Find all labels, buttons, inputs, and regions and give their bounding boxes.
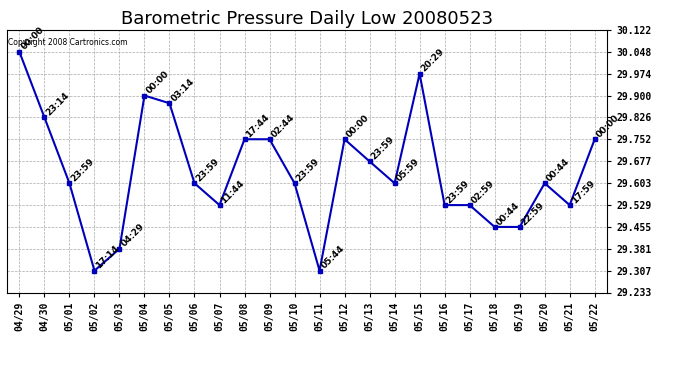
Text: 00:00: 00:00 [595, 113, 621, 139]
Text: 04:29: 04:29 [119, 222, 146, 249]
Text: 22:59: 22:59 [520, 200, 546, 227]
Text: 17:44: 17:44 [244, 112, 271, 139]
Text: 05:59: 05:59 [395, 157, 421, 183]
Text: Copyright 2008 Cartronics.com: Copyright 2008 Cartronics.com [8, 38, 128, 47]
Text: 00:00: 00:00 [344, 113, 371, 139]
Text: 02:59: 02:59 [470, 178, 496, 205]
Text: 23:59: 23:59 [370, 135, 396, 161]
Text: 17:59: 17:59 [570, 178, 596, 205]
Title: Barometric Pressure Daily Low 20080523: Barometric Pressure Daily Low 20080523 [121, 10, 493, 28]
Text: 03:14: 03:14 [170, 76, 196, 103]
Text: 23:59: 23:59 [444, 178, 471, 205]
Text: 23:59: 23:59 [195, 156, 221, 183]
Text: 00:44: 00:44 [495, 200, 521, 227]
Text: 23:14: 23:14 [44, 91, 71, 117]
Text: 02:44: 02:44 [270, 112, 296, 139]
Text: 23:59: 23:59 [295, 156, 322, 183]
Text: 23:59: 23:59 [70, 156, 96, 183]
Text: 11:44: 11:44 [219, 178, 246, 205]
Text: 05:44: 05:44 [319, 244, 346, 271]
Text: 17:14: 17:14 [95, 244, 121, 271]
Text: 00:44: 00:44 [544, 157, 571, 183]
Text: 00:00: 00:00 [144, 69, 170, 96]
Text: 00:00: 00:00 [19, 26, 46, 52]
Text: 20:29: 20:29 [420, 47, 446, 74]
